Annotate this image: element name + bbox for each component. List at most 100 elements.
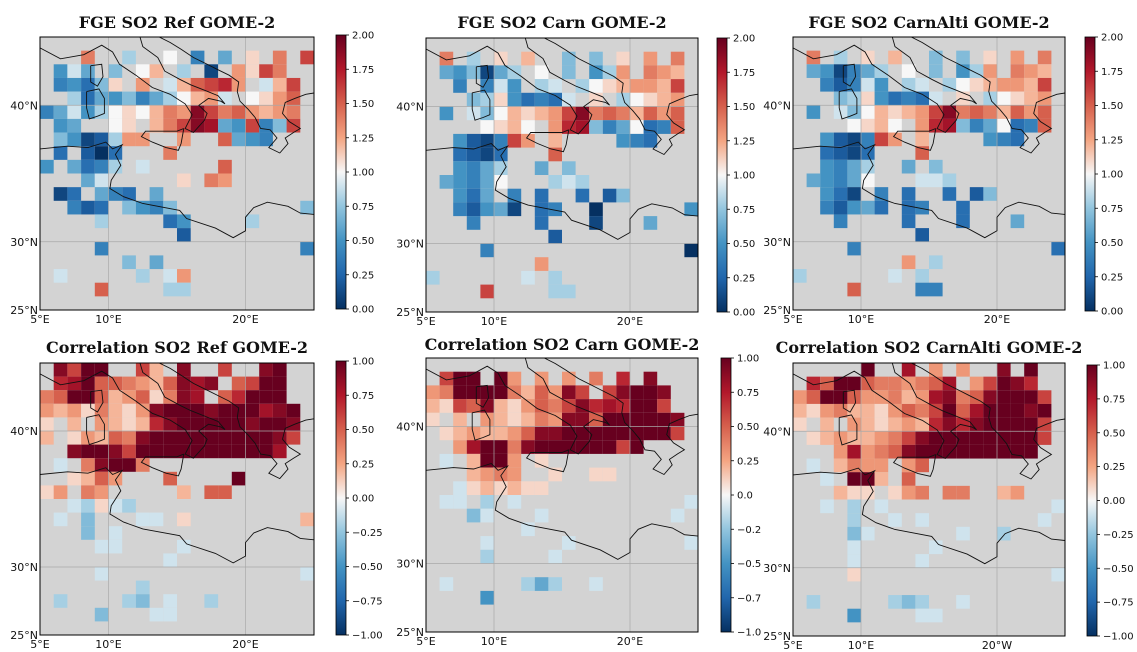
heatmap-cell	[670, 92, 685, 107]
heatmap-cell	[548, 549, 562, 564]
colorbar-tick-label: −0.5	[737, 559, 761, 570]
heatmap-cell	[562, 161, 576, 175]
heatmap-cell	[833, 173, 848, 188]
heatmap-cell	[1024, 105, 1038, 119]
heatmap-cell	[81, 485, 95, 499]
heatmap-cell	[534, 202, 549, 217]
heatmap-cell	[901, 200, 916, 215]
heatmap-cell	[657, 399, 671, 413]
heatmap-cell	[245, 50, 260, 65]
heatmap-cell	[1037, 431, 1052, 445]
heatmap-cell	[53, 485, 68, 499]
heatmap-cell	[245, 91, 260, 106]
heatmap-cell	[874, 417, 889, 432]
heatmap-cell	[562, 175, 576, 189]
heatmap-cell	[480, 590, 494, 605]
heatmap-cell	[820, 159, 834, 174]
heatmap-cell	[847, 241, 861, 256]
heatmap-cell	[521, 426, 535, 441]
heatmap-cell	[204, 376, 219, 391]
heatmap-cell	[466, 440, 481, 454]
y-tick-label: 25°N	[10, 304, 38, 317]
heatmap-cell	[507, 426, 522, 441]
heatmap-cell	[190, 118, 205, 133]
heatmap-cell	[915, 444, 929, 459]
coastline	[86, 414, 105, 446]
heatmap-cell	[218, 105, 232, 119]
heatmap-cell	[548, 412, 562, 427]
heatmap-cell	[548, 92, 562, 107]
heatmap-cell	[94, 241, 109, 256]
heatmap-cell	[40, 431, 54, 445]
heatmap-cell	[888, 390, 902, 404]
heatmap-cell	[534, 481, 549, 495]
colorbar-tick-label: 0.25	[1103, 462, 1125, 473]
x-tick-label: 10°E	[848, 313, 874, 326]
heatmap-cell	[67, 363, 82, 377]
heatmap-cell	[453, 495, 467, 509]
heatmap-cell	[521, 399, 535, 413]
coastline	[475, 384, 490, 408]
heatmap-cell	[602, 467, 617, 482]
heatmap-cell	[793, 417, 807, 432]
heatmap-cell	[480, 175, 494, 189]
x-tick-label: 20°E	[232, 313, 258, 326]
heatmap-cell	[108, 499, 123, 513]
heatmap-cell	[861, 200, 875, 215]
heatmap-cell	[507, 106, 522, 121]
heatmap-cell	[245, 444, 260, 459]
heatmap-cell	[122, 458, 136, 472]
heatmap-cell	[149, 105, 164, 119]
heatmap-cell	[177, 485, 191, 499]
heatmap-cell	[670, 79, 685, 93]
heatmap-cell	[67, 390, 82, 404]
heatmap-cell	[589, 79, 603, 93]
axes-frame	[39, 362, 315, 636]
heatmap-cell	[190, 105, 205, 119]
heatmap-cell	[616, 133, 630, 148]
heatmap-cell	[616, 188, 630, 203]
heatmap-cell	[602, 106, 617, 121]
heatmap-cell	[163, 50, 177, 65]
heatmap-cell	[820, 376, 834, 391]
heatmap-cell	[847, 472, 861, 486]
heatmap-cell	[956, 105, 970, 119]
coastline	[90, 389, 104, 413]
heatmap-cell	[507, 92, 522, 107]
heatmap-cell	[575, 440, 590, 454]
heatmap-cell	[657, 412, 671, 427]
heatmap-cell	[901, 214, 916, 229]
heatmap-cell	[108, 526, 123, 540]
heatmap-cell	[888, 431, 902, 445]
heatmap-cell	[616, 92, 630, 107]
heatmap-cell	[833, 458, 848, 473]
colorbar-tick-label: 1.75	[352, 65, 374, 76]
heatmap-cell	[602, 188, 617, 203]
heatmap-cell	[901, 187, 916, 201]
heatmap-cell	[847, 499, 861, 514]
y-tick-label: 30°N	[10, 236, 38, 249]
coastline	[40, 467, 314, 564]
colorbar-tick-label: 0.50	[1101, 238, 1123, 249]
heatmap-cell	[259, 431, 273, 445]
heatmap-cell	[259, 64, 273, 78]
heatmap-cell	[833, 159, 848, 174]
y-tick-label: 40°N	[10, 99, 38, 112]
heatmap-cell	[616, 65, 630, 80]
heatmap-cell	[53, 187, 68, 201]
heatmap-cell	[286, 91, 301, 106]
heatmap-cell	[1010, 431, 1025, 445]
heatmap-cell	[122, 594, 136, 608]
heatmap-cell	[108, 132, 123, 147]
heatmap-cell	[135, 77, 150, 92]
heatmap-cell	[453, 188, 467, 203]
heatmap-cell	[820, 187, 834, 201]
heatmap-cell	[1010, 77, 1025, 92]
heatmap-cell	[589, 120, 603, 134]
heatmap-cell	[861, 363, 875, 377]
heatmap-cell	[163, 444, 177, 459]
heatmap-cell	[135, 403, 150, 418]
heatmap-cell	[245, 132, 260, 147]
heatmap-cell	[589, 440, 603, 454]
heatmap-cell	[833, 485, 848, 500]
